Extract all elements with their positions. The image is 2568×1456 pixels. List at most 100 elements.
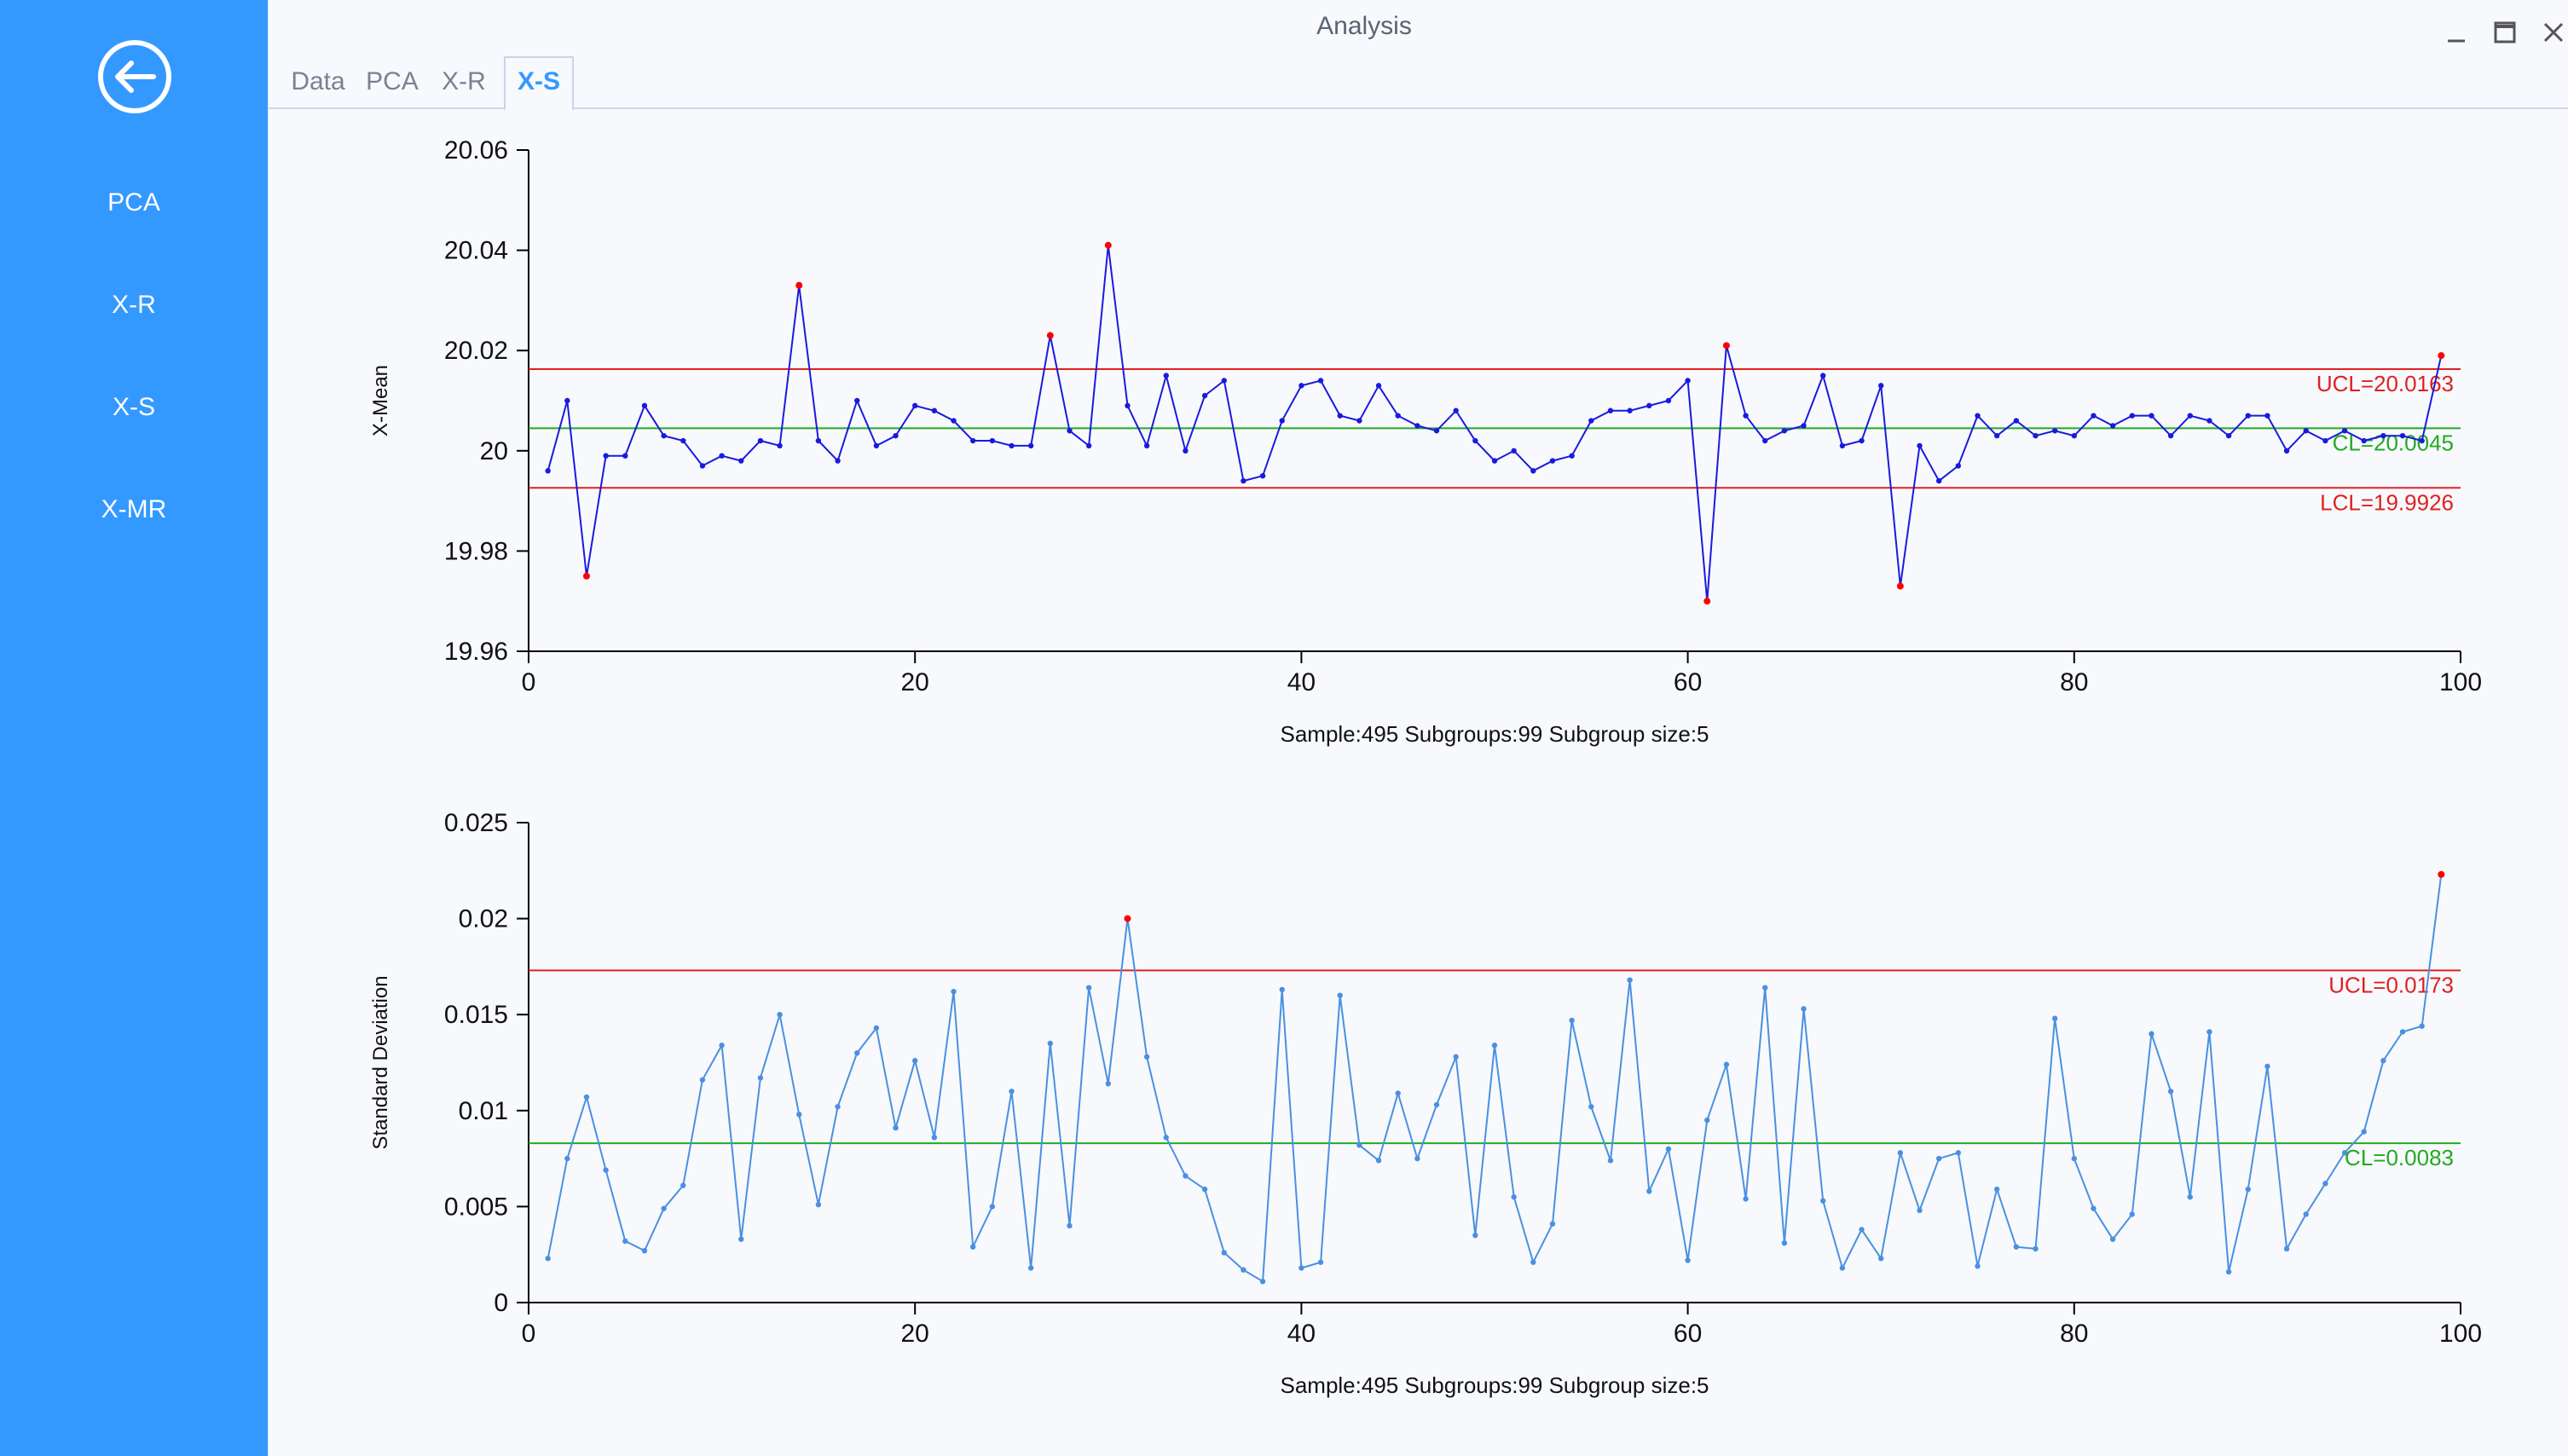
data-point xyxy=(2283,448,2290,454)
data-point xyxy=(1395,413,1401,419)
data-point xyxy=(1549,458,1556,464)
out-of-control-point xyxy=(582,572,590,580)
data-point xyxy=(1935,477,1942,484)
data-point xyxy=(2303,1211,2309,1217)
lcl-label: LCL=19.9926 xyxy=(2320,489,2454,515)
x-tick-label: 80 xyxy=(2060,668,2088,696)
data-point xyxy=(1665,1146,1672,1153)
data-point xyxy=(757,1075,764,1081)
data-point xyxy=(2109,423,2116,429)
data-point xyxy=(1047,1040,1054,1047)
data-point xyxy=(1009,442,1015,449)
data-point xyxy=(815,1201,822,1208)
data-point xyxy=(2419,437,2425,444)
data-point xyxy=(2399,432,2406,439)
data-point xyxy=(1685,1257,1691,1263)
data-point xyxy=(2051,1015,2058,1021)
data-point xyxy=(1569,453,1575,459)
data-point xyxy=(738,1236,744,1242)
maximize-button[interactable] xyxy=(2488,15,2522,49)
data-point xyxy=(835,1104,841,1110)
out-of-control-point xyxy=(2438,870,2445,878)
data-point xyxy=(1259,473,1266,479)
main-panel: Analysis Data PCA X-R X-S xyxy=(268,0,2568,1456)
x-tick-label: 80 xyxy=(2060,1320,2088,1348)
tab-x-r[interactable]: X-R xyxy=(442,67,486,95)
close-button[interactable] xyxy=(2536,15,2568,49)
x-axis-label: Sample:495 Subgroups:99 Subgroup size:5 xyxy=(1280,721,1709,747)
data-point xyxy=(835,458,841,464)
data-point xyxy=(603,1167,609,1173)
data-point xyxy=(738,458,744,464)
out-of-control-point xyxy=(2438,352,2445,360)
data-point xyxy=(1085,442,1092,449)
data-point xyxy=(1453,407,1459,413)
data-point xyxy=(1646,402,1652,409)
data-point xyxy=(1839,442,1846,449)
y-tick-label: 19.98 xyxy=(444,537,508,565)
data-point xyxy=(951,418,957,424)
data-point xyxy=(2013,1244,2020,1250)
back-button[interactable] xyxy=(94,34,222,162)
data-point xyxy=(583,1094,590,1101)
data-point xyxy=(1917,442,1923,449)
y-tick-label: 0.025 xyxy=(444,809,508,837)
data-point xyxy=(1395,1090,1401,1096)
out-of-control-point xyxy=(795,281,803,289)
data-point xyxy=(1975,1263,1981,1269)
data-point xyxy=(1183,448,1189,454)
data-point xyxy=(2207,1029,2212,1035)
data-point xyxy=(1646,1188,1652,1194)
out-of-control-point xyxy=(1124,915,1131,922)
data-point xyxy=(1241,477,1246,484)
sidebar-item-x-s[interactable]: X-S xyxy=(112,393,155,421)
data-point xyxy=(2091,413,2097,419)
data-point xyxy=(2167,1089,2174,1095)
x-tick-label: 60 xyxy=(1674,668,1702,696)
data-point xyxy=(2091,1205,2097,1211)
data-point xyxy=(622,1238,628,1245)
data-point xyxy=(1221,1250,1227,1256)
data-point xyxy=(2303,428,2309,434)
y-axis-label: Standard Deviation xyxy=(369,975,392,1149)
data-point xyxy=(1839,1265,1846,1271)
minimize-button[interactable] xyxy=(2439,15,2473,49)
data-point xyxy=(1241,1267,1246,1273)
data-series-line xyxy=(547,874,2443,1283)
data-point xyxy=(1356,1142,1362,1148)
ucl-label: UCL=0.0173 xyxy=(2328,972,2454,997)
out-of-control-point xyxy=(1896,582,1904,590)
data-point xyxy=(1801,1006,1807,1012)
data-point xyxy=(989,1204,996,1210)
data-point xyxy=(1201,392,1208,399)
sidebar: PCA X-R X-S X-MR xyxy=(0,0,268,1456)
x-tick-label: 20 xyxy=(901,1320,929,1348)
data-point xyxy=(1433,1101,1440,1108)
data-point xyxy=(1298,1265,1304,1271)
data-point xyxy=(1143,1054,1150,1060)
data-point xyxy=(1201,1186,1208,1193)
data-point xyxy=(931,407,938,413)
sidebar-item-x-r[interactable]: X-R xyxy=(112,291,156,319)
out-of-control-point xyxy=(1104,241,1112,249)
data-point xyxy=(989,437,996,444)
sidebar-item-pca[interactable]: PCA xyxy=(107,188,160,217)
data-point xyxy=(815,437,822,444)
tab-data[interactable]: Data xyxy=(291,67,345,95)
sidebar-item-x-mr[interactable]: X-MR xyxy=(101,495,167,523)
standard-deviation-chart: 0 0.005 0.01 0.015 0.02 0.025 0 20 40 60 80 100 Stan… xyxy=(369,809,2482,1398)
data-point xyxy=(873,442,880,449)
data-point xyxy=(1298,383,1304,389)
data-point xyxy=(2380,432,2386,439)
data-point xyxy=(622,453,628,459)
data-point xyxy=(1723,1061,1730,1067)
data-point xyxy=(1433,428,1440,434)
data-point xyxy=(1317,378,1324,384)
tab-pca[interactable]: PCA xyxy=(366,67,419,95)
out-of-control-point xyxy=(1703,598,1711,605)
data-point xyxy=(719,1043,725,1049)
x-tick-label: 100 xyxy=(2439,668,2482,696)
data-point xyxy=(2225,432,2232,439)
tab-x-s[interactable]: X-S xyxy=(504,56,574,111)
data-point xyxy=(1337,413,1343,419)
